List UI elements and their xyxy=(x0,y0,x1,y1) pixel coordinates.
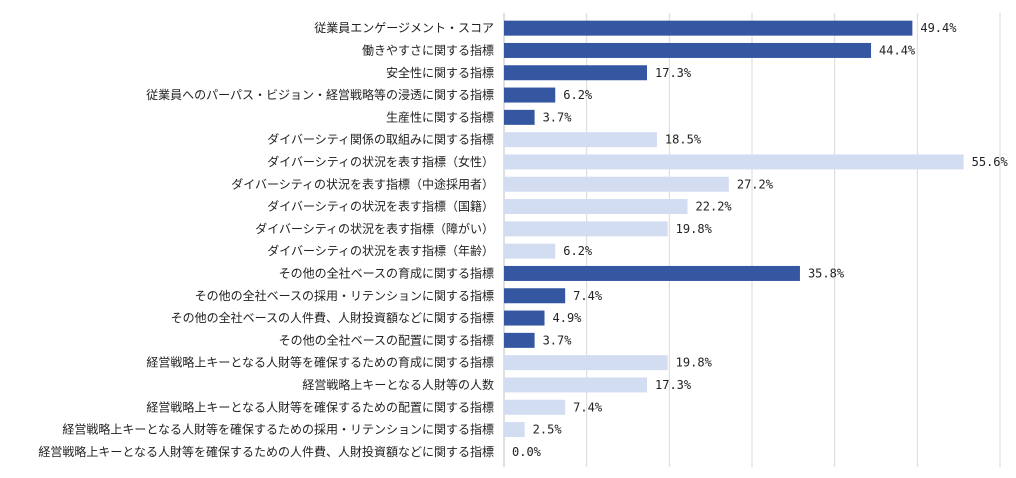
data-label: 22.2% xyxy=(696,200,733,214)
data-label: 44.4% xyxy=(879,43,916,57)
bar xyxy=(504,310,545,326)
data-label: 55.6% xyxy=(972,155,1009,169)
data-label: 19.8% xyxy=(676,222,713,236)
bar xyxy=(504,265,800,281)
data-label: 18.5% xyxy=(665,133,702,147)
data-label: 49.4% xyxy=(920,21,957,35)
value-labels: 49.4% 44.4% 17.3% 6.2% 3.7% 18.5% 55.6% 27.2% 22… xyxy=(512,21,1009,459)
category-labels: 従業員エンゲージメント・スコア働きやすさに関する指標安全性に関する指標従業員への… xyxy=(38,21,494,459)
category-label: ダイバーシティの状況を表す指標（女性） xyxy=(267,154,494,169)
bar xyxy=(504,154,964,170)
bar xyxy=(504,355,668,371)
bar xyxy=(504,65,648,81)
category-label: その他の全社ベースの採用・リテンションに関する指標 xyxy=(195,288,494,303)
data-label: 17.3% xyxy=(655,66,692,80)
bar xyxy=(504,377,648,393)
category-label: 従業員へのパーパス・ビジョン・経営戦略等の浸透に関する指標 xyxy=(146,87,494,102)
data-label: 4.9% xyxy=(553,311,583,325)
data-label: 3.7% xyxy=(543,110,573,124)
bar xyxy=(504,109,535,125)
data-label: 6.2% xyxy=(563,88,593,102)
category-label: ダイバーシティの状況を表す指標（年齢） xyxy=(267,243,494,258)
bar xyxy=(504,176,729,192)
bar xyxy=(504,332,535,348)
category-label: その他の全社ベースの人件費、人財投資額などに関する指標 xyxy=(171,310,494,325)
data-label: 7.4% xyxy=(573,400,603,414)
category-label: 経営戦略上キーとなる人財等を確保するための採用・リテンションに関する指標 xyxy=(62,422,494,437)
category-label: 従業員エンゲージメント・スコア xyxy=(314,21,494,35)
gridlines xyxy=(503,13,1001,467)
data-label: 3.7% xyxy=(543,333,573,347)
bar xyxy=(504,221,668,237)
bar xyxy=(504,20,913,36)
bar xyxy=(504,243,556,259)
category-label: 経営戦略上キーとなる人財等を確保するための配置に関する指標 xyxy=(146,399,494,414)
category-label: ダイバーシティ関係の取組みに関する指標 xyxy=(267,132,494,147)
data-label: 19.8% xyxy=(676,356,713,370)
category-label: ダイバーシティの状況を表す指標（障がい） xyxy=(255,221,494,236)
data-label: 35.8% xyxy=(808,266,845,280)
data-label: 6.2% xyxy=(563,244,593,258)
category-label: 経営戦略上キーとなる人財等を確保するための育成に関する指標 xyxy=(146,355,494,370)
bar xyxy=(504,132,657,148)
data-label: 17.3% xyxy=(655,378,692,392)
category-label: その他の全社ベースの育成に関する指標 xyxy=(279,265,494,280)
category-label: 働きやすさに関する指標 xyxy=(362,42,494,57)
category-label: 経営戦略上キーとなる人財等を確保するための人件費、人財投資額などに関する指標 xyxy=(38,444,494,459)
category-label: 安全性に関する指標 xyxy=(386,65,494,80)
bar xyxy=(504,199,688,215)
bar xyxy=(504,42,872,58)
category-label: 生産性に関する指標 xyxy=(386,109,494,124)
category-label: ダイバーシティの状況を表す指標（国籍） xyxy=(267,199,494,214)
data-label: 2.5% xyxy=(533,423,563,437)
category-label: ダイバーシティの状況を表す指標（中途採用者） xyxy=(231,176,494,191)
data-label: 27.2% xyxy=(737,177,774,191)
bars xyxy=(504,20,964,438)
category-label: 経営戦略上キーとなる人財等の人数 xyxy=(302,377,494,392)
bar xyxy=(504,288,566,304)
category-label: その他の全社ベースの配置に関する指標 xyxy=(279,332,494,347)
data-label: 7.4% xyxy=(573,289,603,303)
data-label: 0.0% xyxy=(512,445,542,459)
bar xyxy=(504,422,525,438)
bar xyxy=(504,87,556,103)
bar xyxy=(504,399,566,415)
